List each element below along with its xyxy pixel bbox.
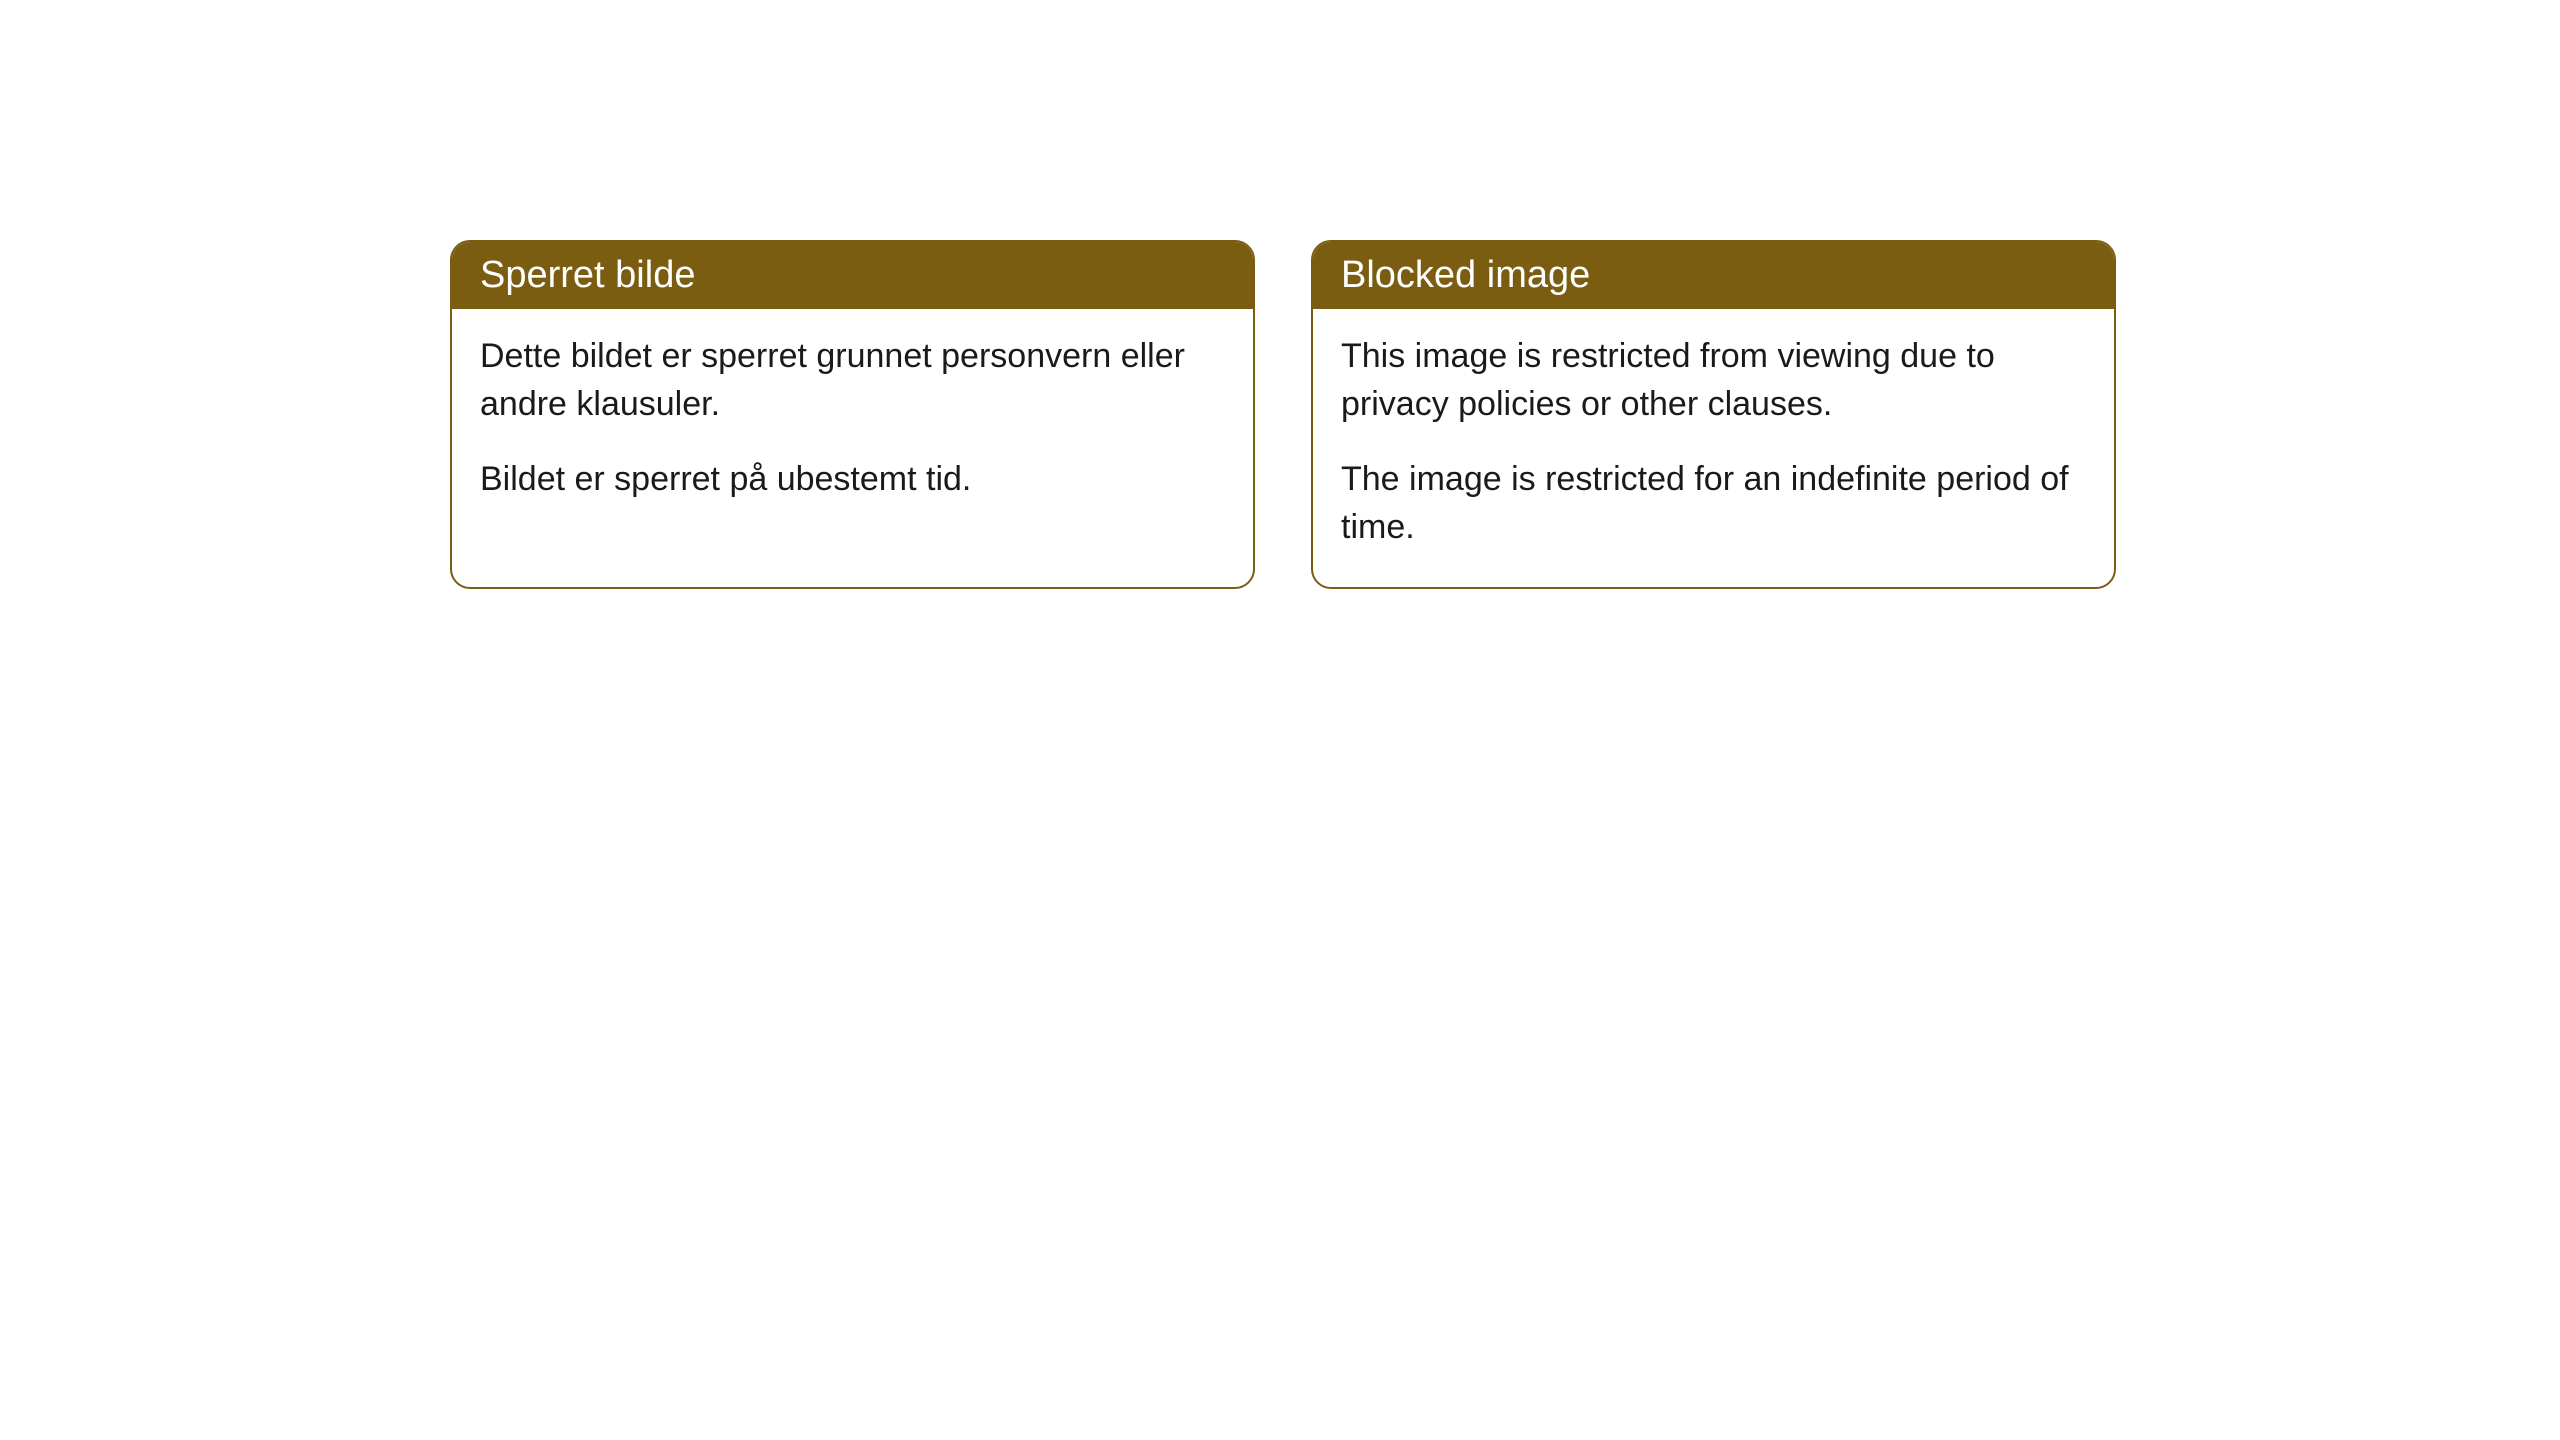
card-english: Blocked image This image is restricted f… (1311, 240, 2116, 589)
card-title: Blocked image (1341, 254, 1590, 296)
card-text-line-2: The image is restricted for an indefinit… (1341, 456, 2086, 551)
card-header-norwegian: Sperret bilde (452, 242, 1253, 309)
blocked-image-cards: Sperret bilde Dette bildet er sperret gr… (450, 240, 2560, 589)
card-body-norwegian: Dette bildet er sperret grunnet personve… (452, 309, 1253, 540)
card-norwegian: Sperret bilde Dette bildet er sperret gr… (450, 240, 1255, 589)
card-body-english: This image is restricted from viewing du… (1313, 309, 2114, 587)
card-header-english: Blocked image (1313, 242, 2114, 309)
card-text-line-2: Bildet er sperret på ubestemt tid. (480, 456, 1225, 504)
card-text-line-1: This image is restricted from viewing du… (1341, 333, 2086, 428)
card-text-line-1: Dette bildet er sperret grunnet personve… (480, 333, 1225, 428)
card-title: Sperret bilde (480, 254, 695, 296)
